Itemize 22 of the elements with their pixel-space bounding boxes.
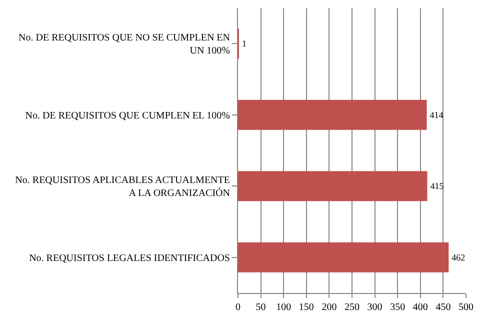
x-tick-label: 450 xyxy=(436,302,451,313)
bar xyxy=(238,171,428,202)
y-tick-label: No. REQUISITOS APLICABLES ACTUALMENTE A LA ORGANIZACIÓN xyxy=(15,175,230,200)
data-label: 415 xyxy=(430,181,444,192)
bar xyxy=(238,100,427,130)
y-tick-label: No. DE REQUISITOS QUE NO SE CUMPLEN EN UN 100% xyxy=(18,32,230,57)
data-label: 414 xyxy=(430,110,444,120)
x-tick-label: 250 xyxy=(344,302,360,313)
x-tick-label: 150 xyxy=(298,302,314,313)
x-tick-label: 0 xyxy=(236,302,240,313)
x-tick-label: 100 xyxy=(276,302,292,313)
data-label: 1 xyxy=(242,38,246,49)
bar xyxy=(238,242,449,272)
x-tick-label: 350 xyxy=(390,302,406,313)
x-tick-label: 400 xyxy=(412,302,428,313)
data-label: 462 xyxy=(452,252,466,262)
x-tick-label: 50 xyxy=(256,302,266,313)
x-tick-label: 200 xyxy=(322,302,337,313)
x-tick-label: 500 xyxy=(458,302,474,313)
y-tick-label: No. REQUISITOS LEGALES IDENTIFICADOS xyxy=(29,252,230,264)
x-tick-label: 300 xyxy=(367,302,382,313)
y-tick-label: No. DE REQUISITOS QUE CUMPLEN EL 100% xyxy=(25,110,230,122)
